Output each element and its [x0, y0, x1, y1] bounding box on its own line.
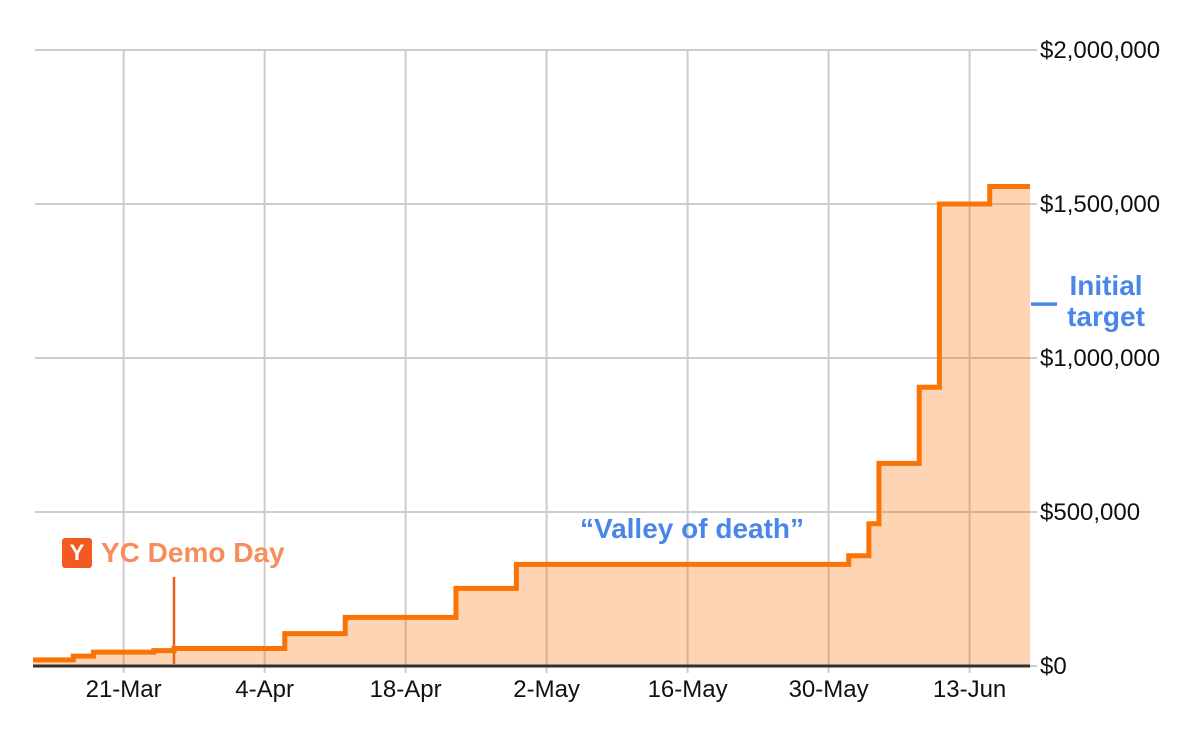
x-axis-tick-label: 30-May	[789, 676, 869, 703]
x-axis-tick-label: 16-May	[648, 676, 728, 703]
x-axis-tick-label: 13-Jun	[933, 676, 1006, 703]
y-axis-tick-label: $0	[1040, 653, 1067, 680]
initial-target-line2: target	[1067, 301, 1145, 332]
initial-target-line1: Initial	[1069, 270, 1143, 301]
x-axis-tick-label: 18-Apr	[370, 676, 442, 703]
x-axis-tick-label: 21-Mar	[86, 676, 162, 703]
x-axis-tick-label: 2-May	[513, 676, 580, 703]
y-axis-tick-label: $500,000	[1040, 499, 1140, 526]
y-axis-tick-label: $2,000,000	[1040, 37, 1160, 64]
yc-demo-day-label: YC Demo Day	[101, 537, 285, 568]
raised-area-fill	[33, 186, 1030, 666]
annotation-initial-target: Initial target	[1046, 270, 1166, 332]
yc-logo-icon: Y	[62, 538, 92, 568]
y-axis-tick-label: $1,000,000	[1040, 345, 1160, 372]
raised-step-line	[33, 183, 1030, 663]
annotation-valley-of-death: “Valley of death”	[579, 513, 805, 544]
x-axis-tick-label: 4-Apr	[235, 676, 294, 703]
y-axis-tick-label: $1,500,000	[1040, 191, 1160, 218]
annotation-yc-demo-day: Y YC Demo Day	[62, 538, 285, 568]
